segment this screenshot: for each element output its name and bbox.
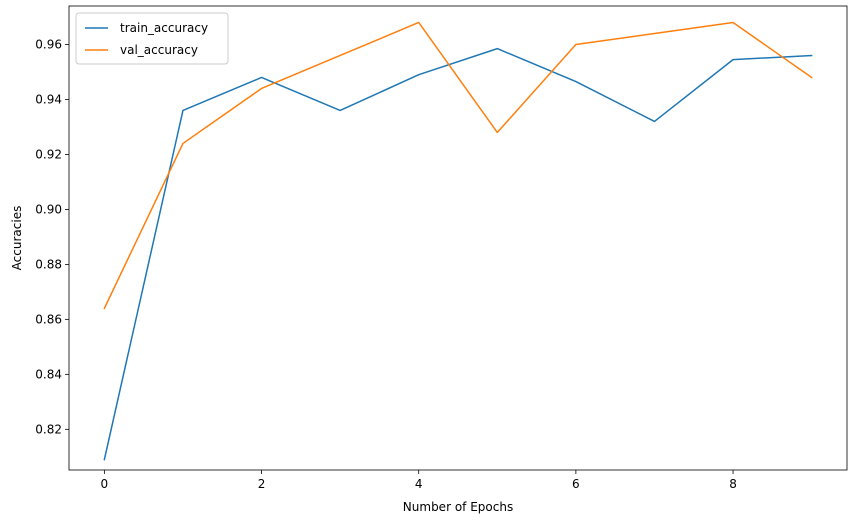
x-axis-label: Number of Epochs <box>403 500 513 514</box>
legend-box <box>75 12 229 65</box>
series-layer <box>103 21 813 461</box>
x-tick-label: 2 <box>258 477 266 491</box>
legend: train_accuracy val_accuracy <box>75 12 229 65</box>
y-tick-label: 0.84 <box>35 367 62 381</box>
y-tick-label: 0.88 <box>35 257 62 271</box>
legend-label-val-accuracy: val_accuracy <box>120 43 198 57</box>
legend-label-train-accuracy: train_accuracy <box>120 21 208 35</box>
series-line-train-accuracy <box>103 47 813 461</box>
y-tick-label: 0.96 <box>35 37 62 51</box>
y-tick-label: 0.82 <box>35 422 62 436</box>
y-tick-label: 0.90 <box>35 202 62 216</box>
y-tick-label: 0.94 <box>35 92 62 106</box>
y-tick-label: 0.92 <box>35 147 62 161</box>
x-tick-label: 4 <box>415 477 423 491</box>
y-tick-label: 0.86 <box>35 312 62 326</box>
y-axis-label: Accuracies <box>10 206 24 271</box>
series-line-val-accuracy <box>103 21 813 310</box>
y-axis-ticks: 0.82 0.84 0.86 0.88 0.90 0.92 0.94 0.96 <box>35 37 69 436</box>
x-tick-label: 6 <box>572 477 580 491</box>
x-tick-label: 0 <box>101 477 109 491</box>
plot-frame <box>68 5 848 471</box>
x-tick-label: 8 <box>729 477 737 491</box>
x-axis-ticks: 0 2 4 6 8 <box>101 470 737 491</box>
